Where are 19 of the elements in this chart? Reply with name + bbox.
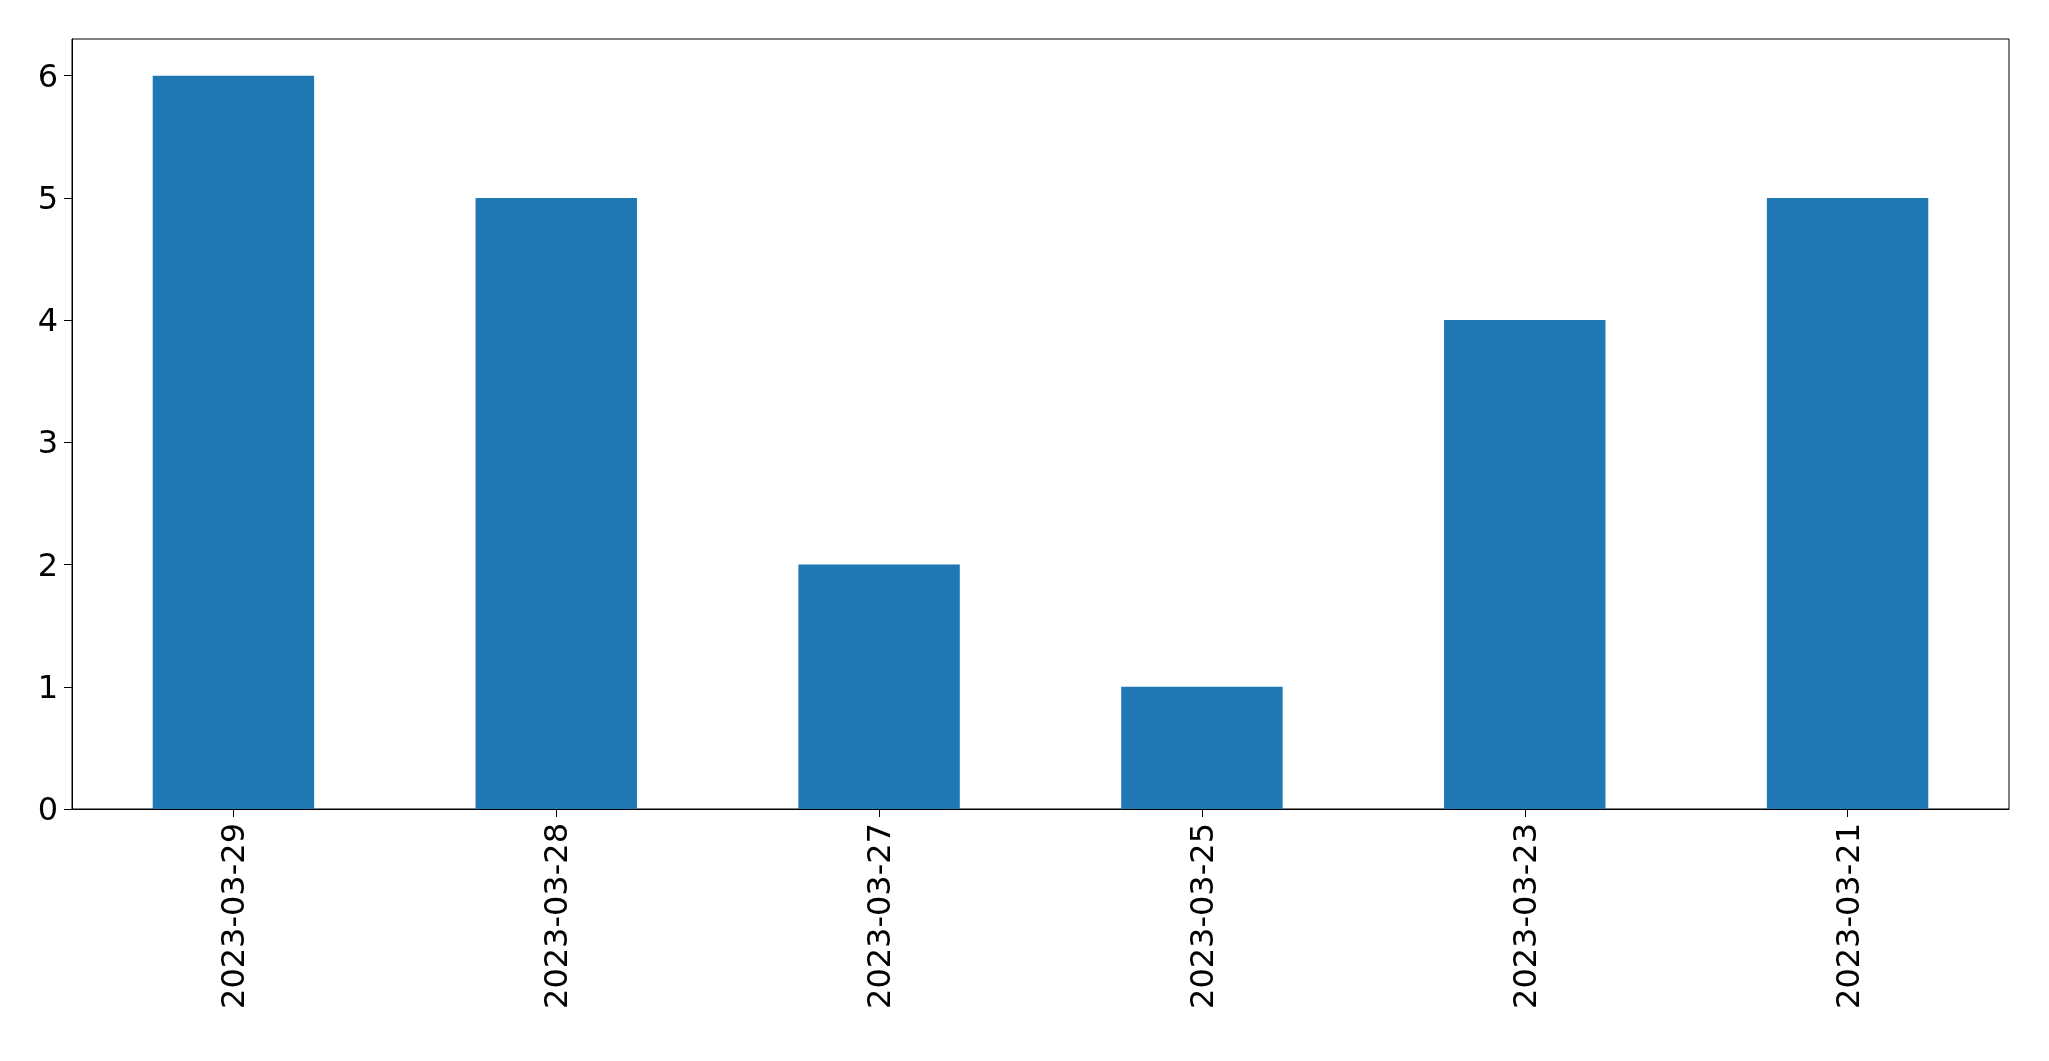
y-tick-label: 3 (37, 423, 58, 462)
y-tick-label: 1 (37, 667, 58, 706)
y-tick-label: 4 (37, 301, 58, 340)
bar (1766, 197, 1929, 809)
y-tick-label: 5 (37, 178, 58, 217)
x-tick-label: 2023-03-25 (1182, 823, 1221, 1009)
bar (798, 564, 960, 809)
bar (475, 197, 637, 809)
y-tick-label: 6 (37, 56, 58, 95)
x-tick-label: 2023-03-21 (1828, 823, 1867, 1009)
bar (152, 75, 315, 809)
y-tick-label: 0 (37, 790, 58, 828)
x-tick-label: 2023-03-28 (537, 823, 576, 1009)
y-tick-label: 2 (37, 545, 58, 584)
bar (1121, 686, 1283, 809)
x-tick-label: 2023-03-23 (1505, 823, 1544, 1009)
x-tick-label: 2023-03-27 (860, 823, 899, 1009)
bar (1444, 320, 1606, 809)
x-tick-label: 2023-03-29 (214, 823, 253, 1009)
